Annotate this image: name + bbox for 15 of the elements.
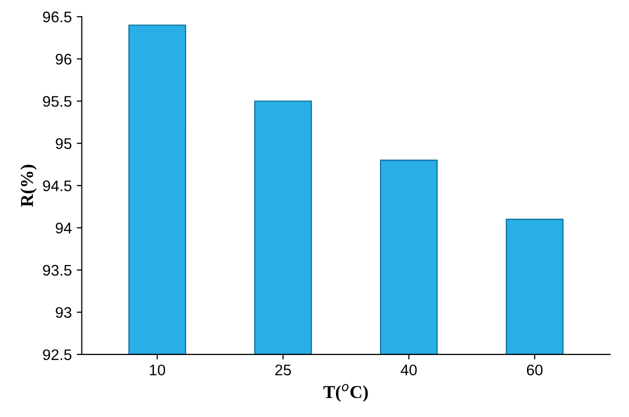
x-tick-label: 10	[150, 364, 166, 376]
y-tick-label: 92.5	[43, 349, 72, 360]
y-tick-label: 94	[56, 222, 72, 234]
x-axis-title: T($^{o}$C)	[323, 384, 368, 402]
x-tick-label: 40	[400, 364, 417, 376]
y-tick-label: 95	[56, 138, 72, 150]
y-tick-label: 96	[56, 54, 72, 65]
y-tick-label: 93.5	[43, 264, 72, 276]
y-tick-label: 94.5	[43, 180, 72, 192]
y-tick-label: 96.5	[43, 12, 72, 22]
y-axis-title: R(%)	[20, 164, 37, 207]
y-tick-label: 93	[56, 307, 72, 318]
x-tick-label: 60	[526, 364, 543, 376]
y-tick-label: 95.5	[43, 96, 72, 107]
x-tick-label: 25	[275, 364, 291, 376]
